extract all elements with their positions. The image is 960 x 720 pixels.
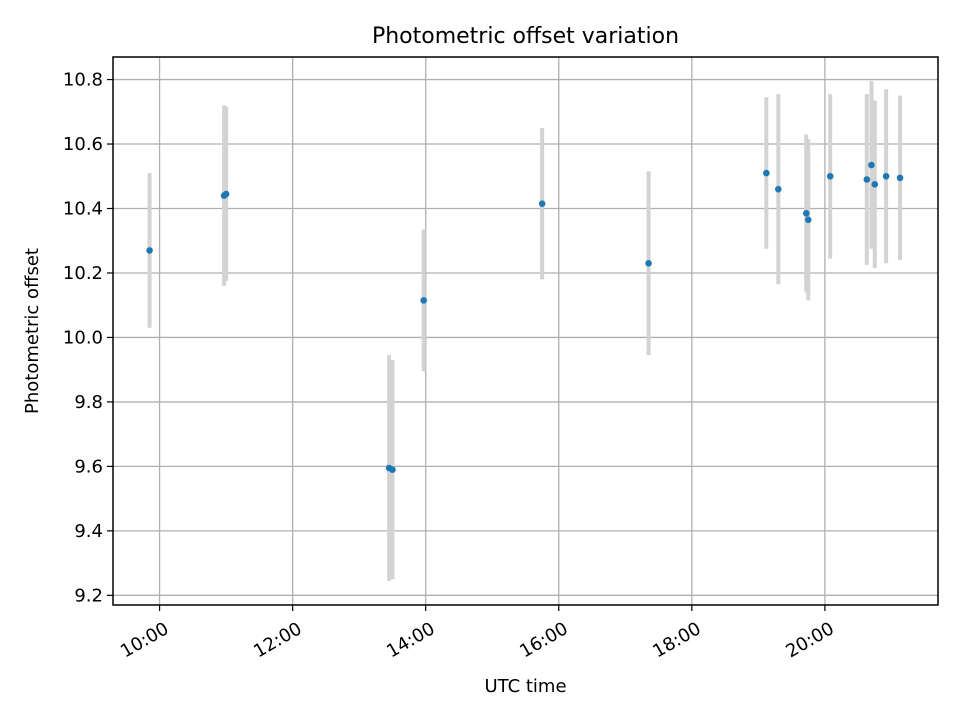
x-tick-label: 14:00	[383, 618, 438, 662]
data-point	[763, 169, 770, 177]
data-point	[222, 190, 230, 198]
x-axis-label: UTC time	[484, 676, 566, 697]
plot-frame	[112, 56, 939, 606]
y-axis-label: Photometric offset	[22, 248, 43, 414]
y-tick-label: 10.6	[63, 134, 103, 155]
data-point	[896, 174, 904, 182]
data-point	[863, 176, 871, 183]
data-point	[146, 247, 153, 254]
data-point	[538, 200, 546, 207]
x-tick-label: 18:00	[649, 618, 704, 662]
error-bars-layer	[147, 81, 903, 581]
data-point	[645, 260, 652, 267]
x-tick-label: 12:00	[250, 618, 305, 662]
x-tick-label: 20:00	[782, 618, 837, 662]
data-point	[804, 216, 812, 224]
x-tick-label: 10:00	[117, 618, 172, 662]
y-tick-label: 10.8	[63, 70, 103, 91]
data-point	[775, 185, 782, 193]
data-point	[868, 161, 875, 169]
data-point	[826, 172, 834, 180]
y-tick-label: 9.8	[74, 392, 103, 413]
ticks-layer: 10:00 12:00 14:00 16:00 18:00 20:00 9.2 9.4 9.6 9…	[63, 70, 838, 663]
data-points-layer	[146, 161, 904, 473]
y-tick-label: 10.4	[63, 199, 103, 220]
data-point	[389, 466, 396, 473]
y-tick-label: 9.6	[74, 456, 103, 477]
data-point	[802, 210, 810, 217]
y-tick-label: 9.2	[74, 585, 103, 606]
chart-title: Photometric offset variation	[372, 24, 679, 49]
y-tick-label: 10.2	[63, 263, 103, 284]
x-tick-label: 16:00	[516, 618, 571, 662]
data-point	[871, 181, 879, 188]
y-tick-label: 9.4	[74, 521, 103, 542]
data-point	[882, 172, 890, 180]
y-tick-label: 10.0	[63, 327, 103, 348]
grid-layer	[113, 57, 938, 605]
data-point	[420, 297, 428, 304]
